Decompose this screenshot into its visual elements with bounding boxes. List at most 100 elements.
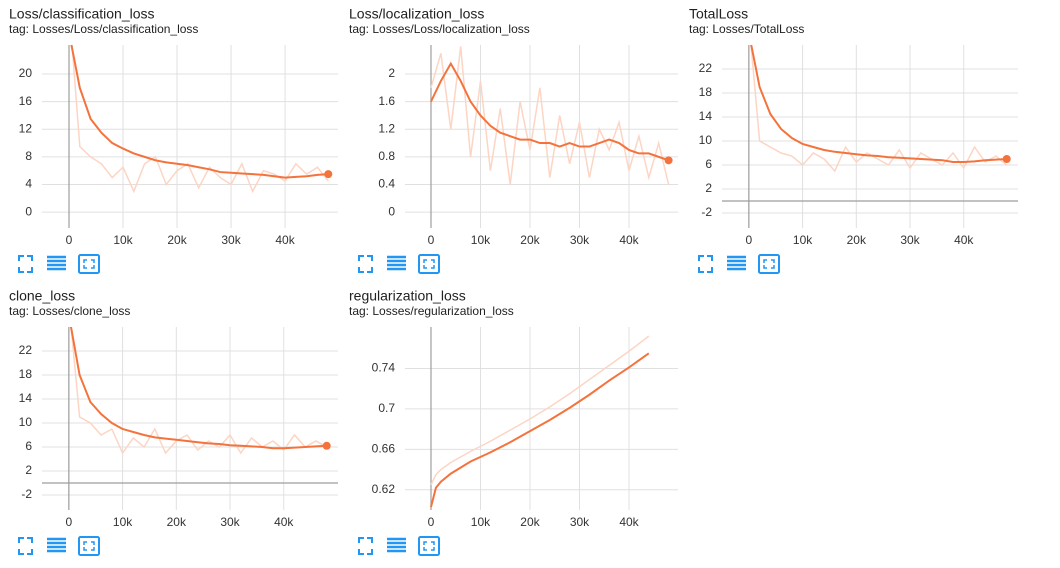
x-tick-label: 20k [167, 233, 187, 247]
x-tick-label: 40k [619, 233, 639, 247]
icon [358, 255, 373, 273]
y-tick-label: 20 [19, 66, 33, 80]
y-tick-label: 0 [25, 204, 32, 218]
y-tick-label: 16 [19, 94, 33, 108]
y-tick-label: 2 [705, 181, 712, 195]
data-button[interactable] [727, 255, 746, 271]
data-button[interactable] [47, 537, 66, 553]
series-line [70, 327, 328, 455]
y-tick-label: 0.66 [372, 442, 396, 456]
data-button[interactable] [387, 255, 406, 271]
icon [758, 254, 780, 274]
icon [698, 255, 713, 273]
x-tick-label: 40k [274, 515, 294, 529]
y-tick-label: 10 [19, 415, 33, 429]
fit-button[interactable] [758, 254, 780, 274]
x-tick-label: 20k [167, 515, 187, 529]
icon [78, 254, 100, 274]
fit-button[interactable] [418, 254, 440, 274]
series-line [430, 61, 669, 162]
fullscreen-button[interactable] [18, 537, 33, 555]
chart-subtitle: tag: Losses/clone_loss [9, 304, 130, 318]
x-tick-label: 0 [428, 515, 435, 529]
y-tick-label: 14 [19, 391, 33, 405]
icon [418, 536, 440, 556]
chart-title: clone_loss [9, 288, 75, 304]
x-tick-label: 20k [847, 233, 867, 247]
icon [423, 259, 435, 269]
icon [423, 541, 435, 551]
series-line [70, 45, 329, 179]
y-tick-label: 0 [388, 204, 395, 218]
x-tick-label: 10k [793, 233, 813, 247]
series-line [430, 46, 670, 185]
x-tick-label: 0 [66, 233, 73, 247]
x-tick-label: 30k [900, 233, 920, 247]
icon [78, 536, 100, 556]
fit-button[interactable] [78, 536, 100, 556]
chart-title: regularization_loss [349, 288, 466, 304]
last-point [322, 441, 331, 450]
x-tick-label: 20k [520, 233, 540, 247]
last-point [324, 170, 333, 179]
icon [83, 259, 95, 269]
plot-area [69, 327, 328, 455]
chart-title: Loss/localization_loss [349, 6, 484, 22]
fullscreen-button[interactable] [358, 255, 373, 273]
series-line [750, 45, 1007, 163]
y-tick-label: 8 [25, 149, 32, 163]
y-tick-label: 0.8 [378, 149, 395, 163]
y-tick-label: 6 [25, 439, 32, 453]
last-point [1002, 155, 1011, 163]
y-tick-label: 10 [699, 133, 713, 147]
y-tick-label: 4 [25, 177, 32, 191]
y-tick-label: -2 [21, 487, 32, 501]
x-tick-label: 0 [746, 233, 753, 247]
y-tick-label: 0.74 [372, 361, 396, 375]
fit-button[interactable] [78, 254, 100, 274]
y-tick-label: 0.4 [378, 177, 395, 191]
chart-subtitle: tag: Losses/Loss/classification_loss [9, 22, 198, 36]
series-line [69, 327, 327, 450]
data-button[interactable] [47, 255, 66, 271]
y-tick-label: 12 [19, 121, 33, 135]
chart-subtitle: tag: Losses/TotalLoss [689, 22, 804, 36]
chart-subtitle: tag: Losses/regularization_loss [349, 304, 514, 318]
icon [358, 537, 373, 555]
series-line [750, 45, 1008, 173]
fit-button[interactable] [418, 536, 440, 556]
icon [763, 259, 775, 269]
icon [18, 537, 33, 555]
y-tick-label: 1.2 [378, 121, 395, 135]
y-tick-label: 18 [699, 85, 713, 99]
series-line [71, 45, 329, 194]
y-tick-label: 0.7 [378, 401, 395, 415]
y-tick-label: 14 [699, 109, 713, 123]
x-tick-label: 40k [275, 233, 295, 247]
icon [418, 254, 440, 274]
x-tick-label: 30k [220, 515, 240, 529]
x-tick-label: 40k [954, 233, 974, 247]
plot-area [430, 335, 650, 508]
x-tick-label: 10k [113, 515, 133, 529]
x-tick-label: 0 [428, 233, 435, 247]
plot-area [430, 46, 670, 185]
x-tick-label: 10k [113, 233, 133, 247]
data-button[interactable] [387, 537, 406, 553]
fullscreen-button[interactable] [358, 537, 373, 555]
series-line [430, 352, 650, 508]
fullscreen-button[interactable] [18, 255, 33, 273]
x-tick-label: 20k [520, 515, 540, 529]
x-tick-label: 30k [570, 233, 590, 247]
y-tick-label: 0.62 [372, 482, 396, 496]
y-tick-label: 22 [19, 343, 33, 357]
y-tick-label: 1.6 [378, 94, 395, 108]
x-tick-label: 10k [471, 515, 491, 529]
fullscreen-button[interactable] [698, 255, 713, 273]
plot-area [750, 45, 1008, 173]
